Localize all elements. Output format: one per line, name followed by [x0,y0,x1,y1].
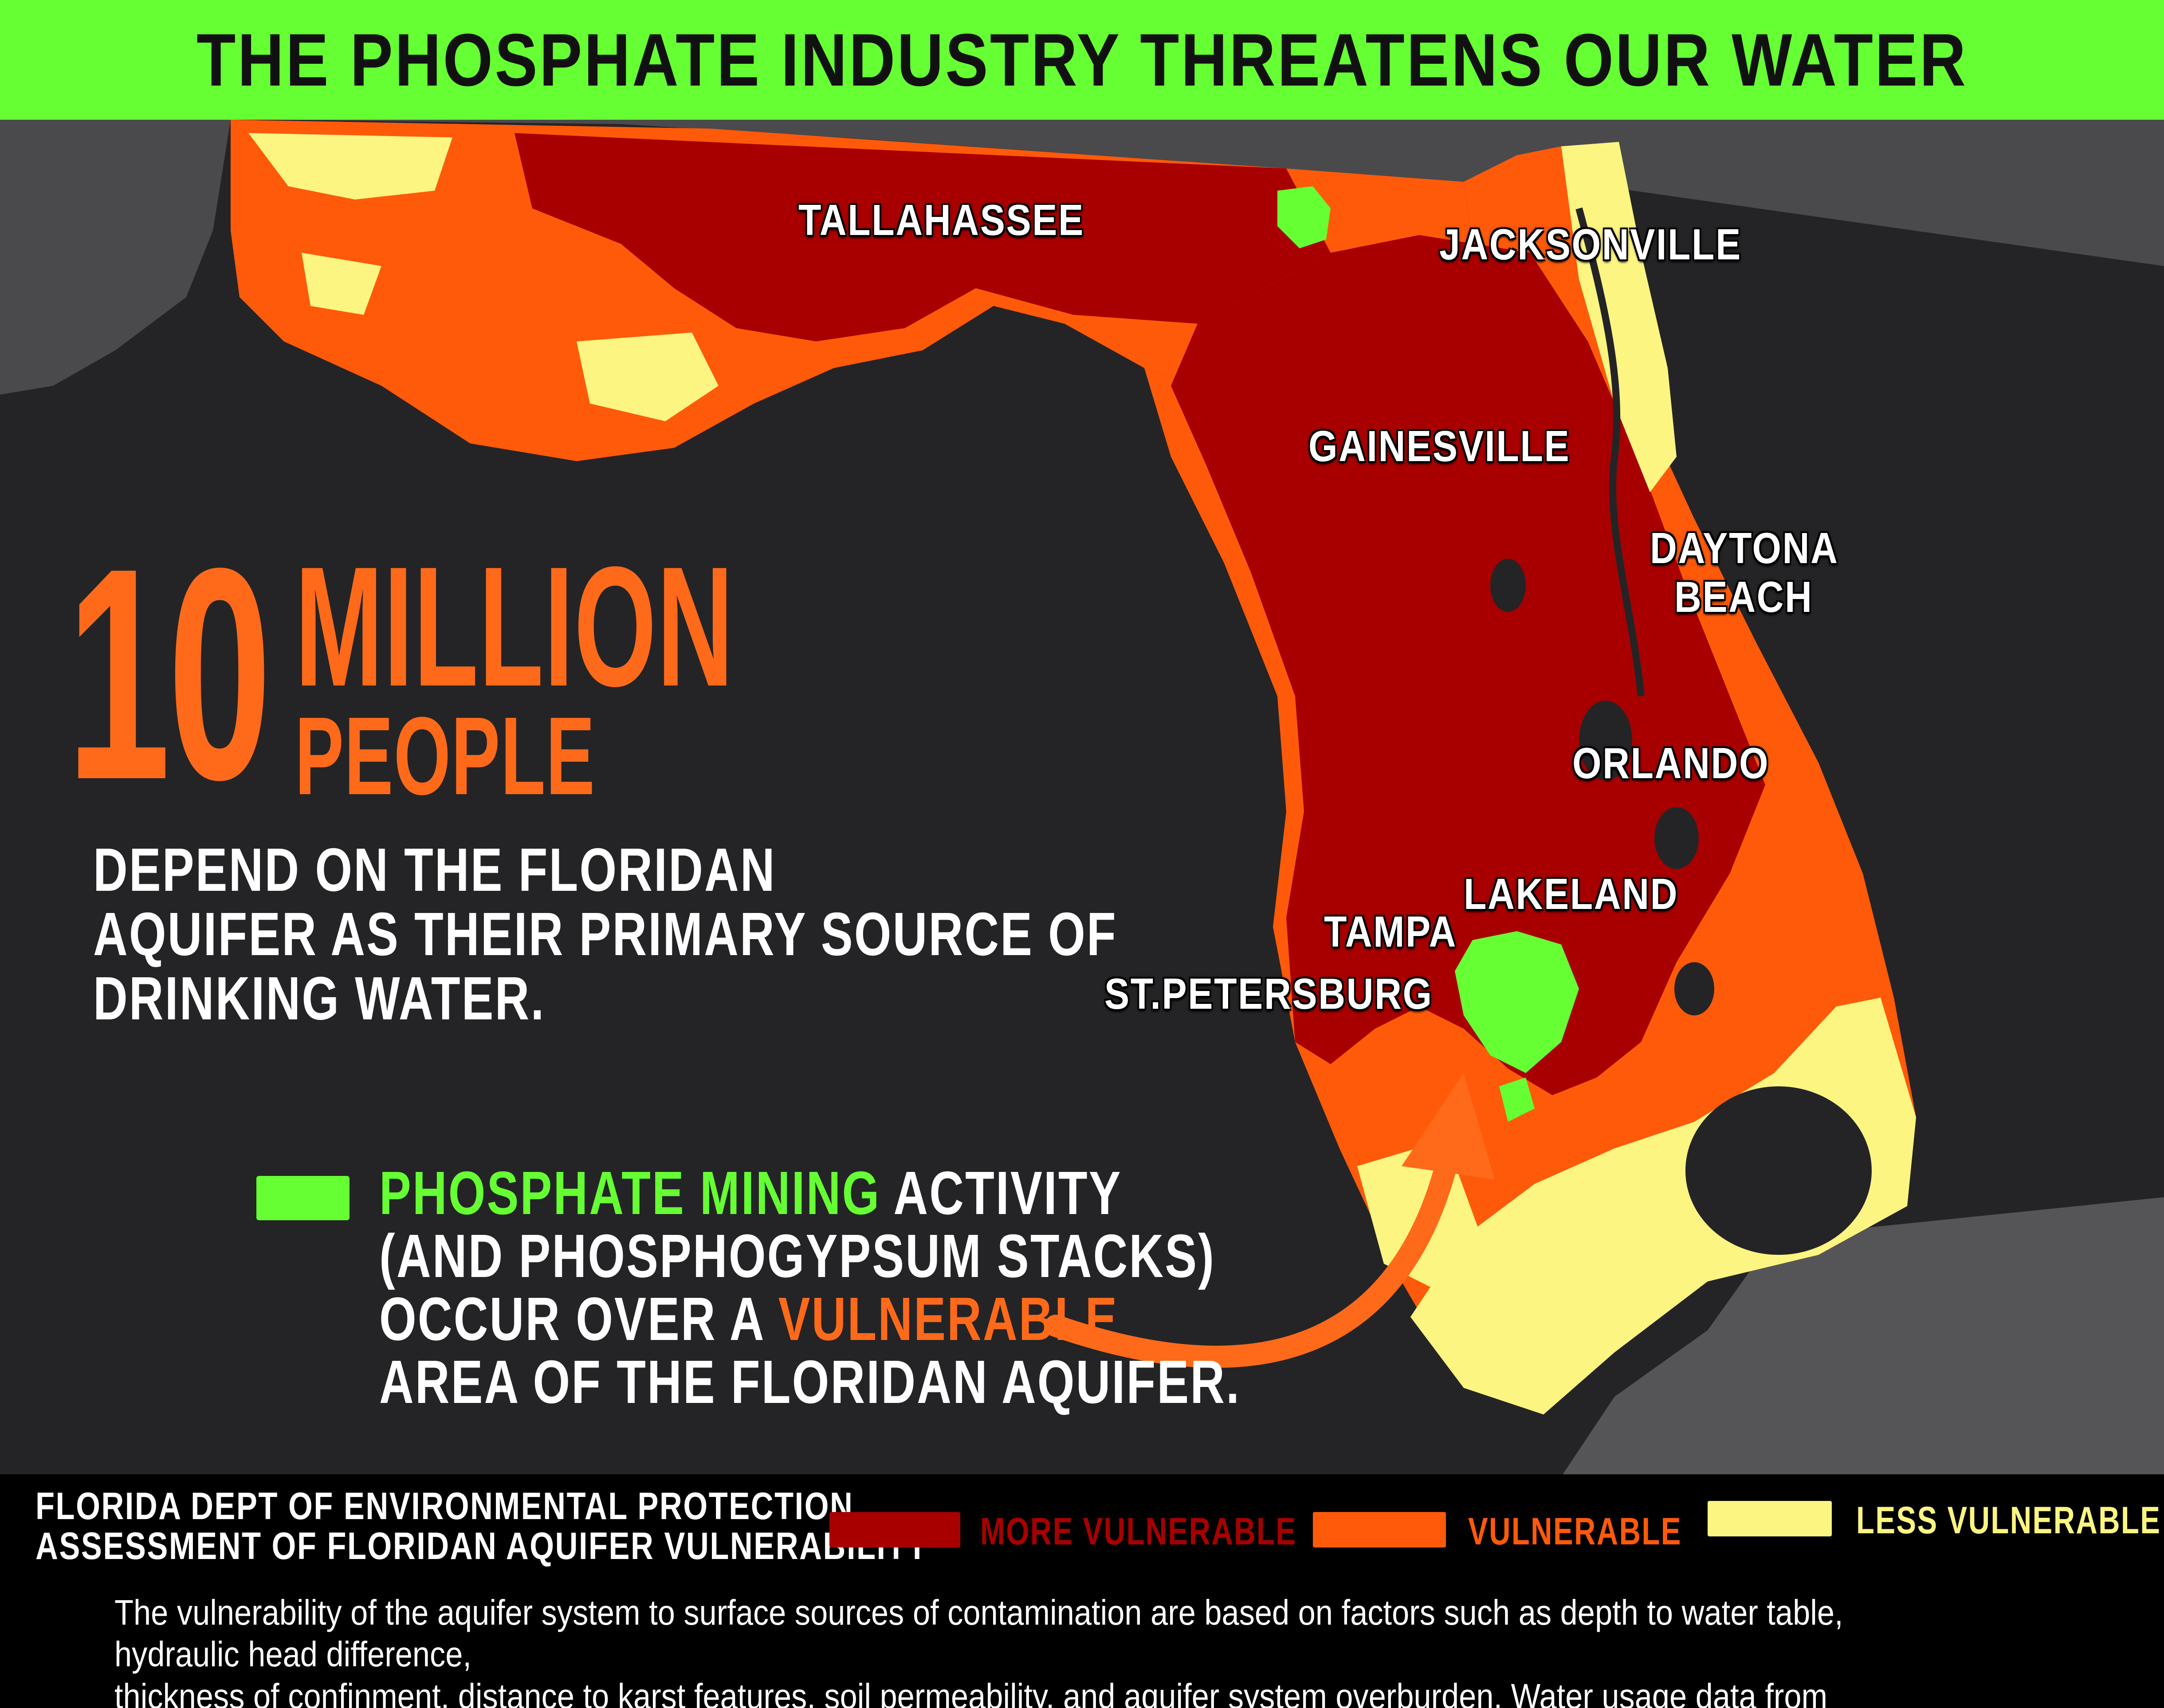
bahamas-shelf [1561,1197,2164,1477]
city-label-st-petersburg: ST.PETERSBURG [1104,969,1433,1018]
legend-swatch-more-vulnerable [829,1512,960,1547]
headline-line-1: DEPEND ON THE FLORIDAN [93,836,776,904]
source-line-2: ASSESSMENT OF FLORIDAN AQUIFER VULNERABI… [35,1525,929,1568]
headline-line-3: DRINKING WATER. [93,964,546,1033]
headline-line-2: AQUIFER AS THEIR PRIMARY SOURCE OF [93,900,1117,968]
georgia-alabama-land [0,120,2164,266]
mining-south [1499,1077,1535,1122]
arrow-curve [1045,1137,1461,1368]
lake-3 [1490,559,1526,612]
source-title: FLORIDA DEPT OF ENVIRONMENTAL PROTECTION… [35,1485,929,1568]
st-johns-river [1575,207,1645,697]
mining-line-2: (AND PHOSPHOGYPSUM STACKS) [379,1222,1216,1291]
legend-label-less-vulnerable: LESS VULNERABLE [1856,1499,2161,1542]
mining-central [1455,931,1579,1073]
mining-north [1277,186,1331,248]
mining-legend-swatch [256,1176,350,1220]
methodology-note: The vulnerability of the aquifer system … [114,1593,1843,1708]
title-banner: THE PHOSPHATE INDUSTRY THREATENS OUR WAT… [0,0,2164,120]
city-label-jacksonville: JACKSONVILLE [1439,220,1742,269]
lake-okeechobee [1685,1086,1872,1255]
city-label-tallahassee: TALLAHASSEE [798,196,1084,244]
headline-unit: MILLION [295,531,734,722]
mining-line-4: AREA OF THE FLORIDAN AQUIFER. [379,1348,1241,1417]
source-line-1: FLORIDA DEPT OF ENVIRONMENTAL PROTECTION [35,1485,854,1528]
florida-aquifer-map [0,120,2164,1477]
city-label-lakeland: LAKELAND [1464,870,1679,918]
arrow-head [1402,1073,1495,1179]
legend-label-more-vulnerable: MORE VULNERABLE [980,1510,1297,1553]
panhandle-less-3 [302,253,381,315]
city-label-gainesville: GAINESVILLE [1308,422,1571,470]
panhandle-more [514,133,1331,341]
mining-line-3: OCCUR OVER A [379,1285,778,1354]
mining-vulnerable-word: VULNERABLE [778,1285,1119,1354]
lake-4 [1674,962,1714,1015]
mining-highlight: PHOSPHATE MINING [379,1159,881,1227]
legend-swatch-vulnerable [1313,1512,1446,1547]
panhandle-less-2 [577,333,719,421]
city-label-daytona: DAYTONA [1650,524,1839,572]
legend-label-vulnerable: VULNERABLE [1468,1510,1682,1553]
panhandle-less-1 [248,133,452,200]
eastcoast-less [1561,142,1677,492]
mining-callout: PHOSPHATE MINING ACTIVITY (AND PHOSPHOGY… [379,1159,1241,1417]
headline-description: DEPEND ON THE FLORIDAN AQUIFER AS THEIR … [93,836,1117,1033]
lake-1 [1579,701,1632,780]
legend-swatch-less-vulnerable [1708,1501,1832,1536]
city-label-tampa: TAMPA [1324,907,1457,956]
headline-people: PEOPLE [295,694,596,818]
page-title: THE PHOSPHATE INDUSTRY THREATENS OUR WAT… [196,18,1968,102]
city-label-orlando: ORLANDO [1572,739,1770,787]
mining-line-1: ACTIVITY [880,1159,1122,1227]
lake-2 [1654,807,1699,869]
headline-number: 10 [67,505,272,842]
city-label-daytona-beach: BEACH [1674,572,1813,621]
alabama-coast-land [0,120,231,395]
